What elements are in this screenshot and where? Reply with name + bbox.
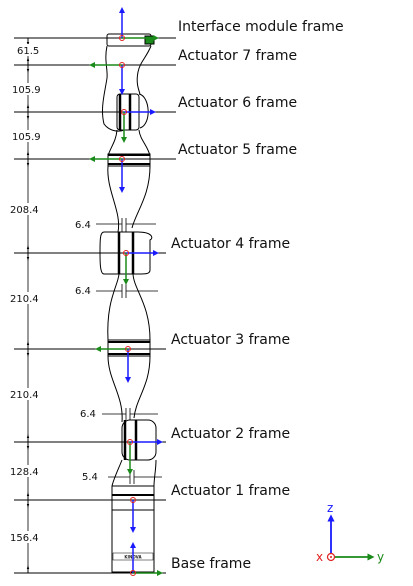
dim-210-4-a: 210.4	[10, 294, 39, 305]
dim-156-4: 156.4	[10, 533, 39, 544]
label-actuator-1-frame: Actuator 1 frame	[171, 483, 290, 499]
vertical-dimension-labels: 61.5 105.9 105.9 208.4 210.4 210.4 128.4…	[8, 44, 44, 544]
frame-origins	[119, 35, 136, 576]
offset-5-4: 5.4	[82, 472, 98, 483]
frame-axes	[89, 6, 163, 576]
frame-lines	[14, 37, 176, 574]
dim-210-4-b: 210.4	[10, 390, 39, 401]
robot-arm-outline	[99, 33, 157, 573]
dim-208-4: 208.4	[10, 205, 39, 216]
offset-6-4-a: 6.4	[75, 220, 91, 231]
offset-6-4-c: 6.4	[80, 409, 96, 420]
axis-legend: z x y	[316, 501, 384, 564]
label-interface-module-frame: Interface module frame	[178, 19, 344, 35]
offset-dimension-lines	[96, 218, 162, 484]
label-base-frame: Base frame	[171, 556, 251, 572]
dim-105-9-b: 105.9	[12, 132, 41, 143]
dim-128-4: 128.4	[10, 467, 39, 478]
offset-6-4-b: 6.4	[75, 286, 91, 297]
legend-x-label: x	[316, 550, 323, 564]
label-actuator-2-frame: Actuator 2 frame	[171, 426, 290, 442]
frame-labels: Interface module frame Actuator 7 frame …	[171, 19, 344, 572]
label-actuator-7-frame: Actuator 7 frame	[178, 48, 297, 64]
label-actuator-6-frame: Actuator 6 frame	[178, 95, 297, 111]
label-actuator-5-frame: Actuator 5 frame	[178, 142, 297, 158]
offset-dimension-labels: 6.4 6.4 6.4 5.4	[75, 220, 98, 483]
label-actuator-4-frame: Actuator 4 frame	[171, 236, 290, 252]
dim-105-9-a: 105.9	[12, 85, 41, 96]
legend-y-label: y	[377, 550, 384, 564]
dim-61-5: 61.5	[17, 46, 39, 57]
label-actuator-3-frame: Actuator 3 frame	[171, 332, 290, 348]
legend-z-label: z	[327, 501, 333, 515]
